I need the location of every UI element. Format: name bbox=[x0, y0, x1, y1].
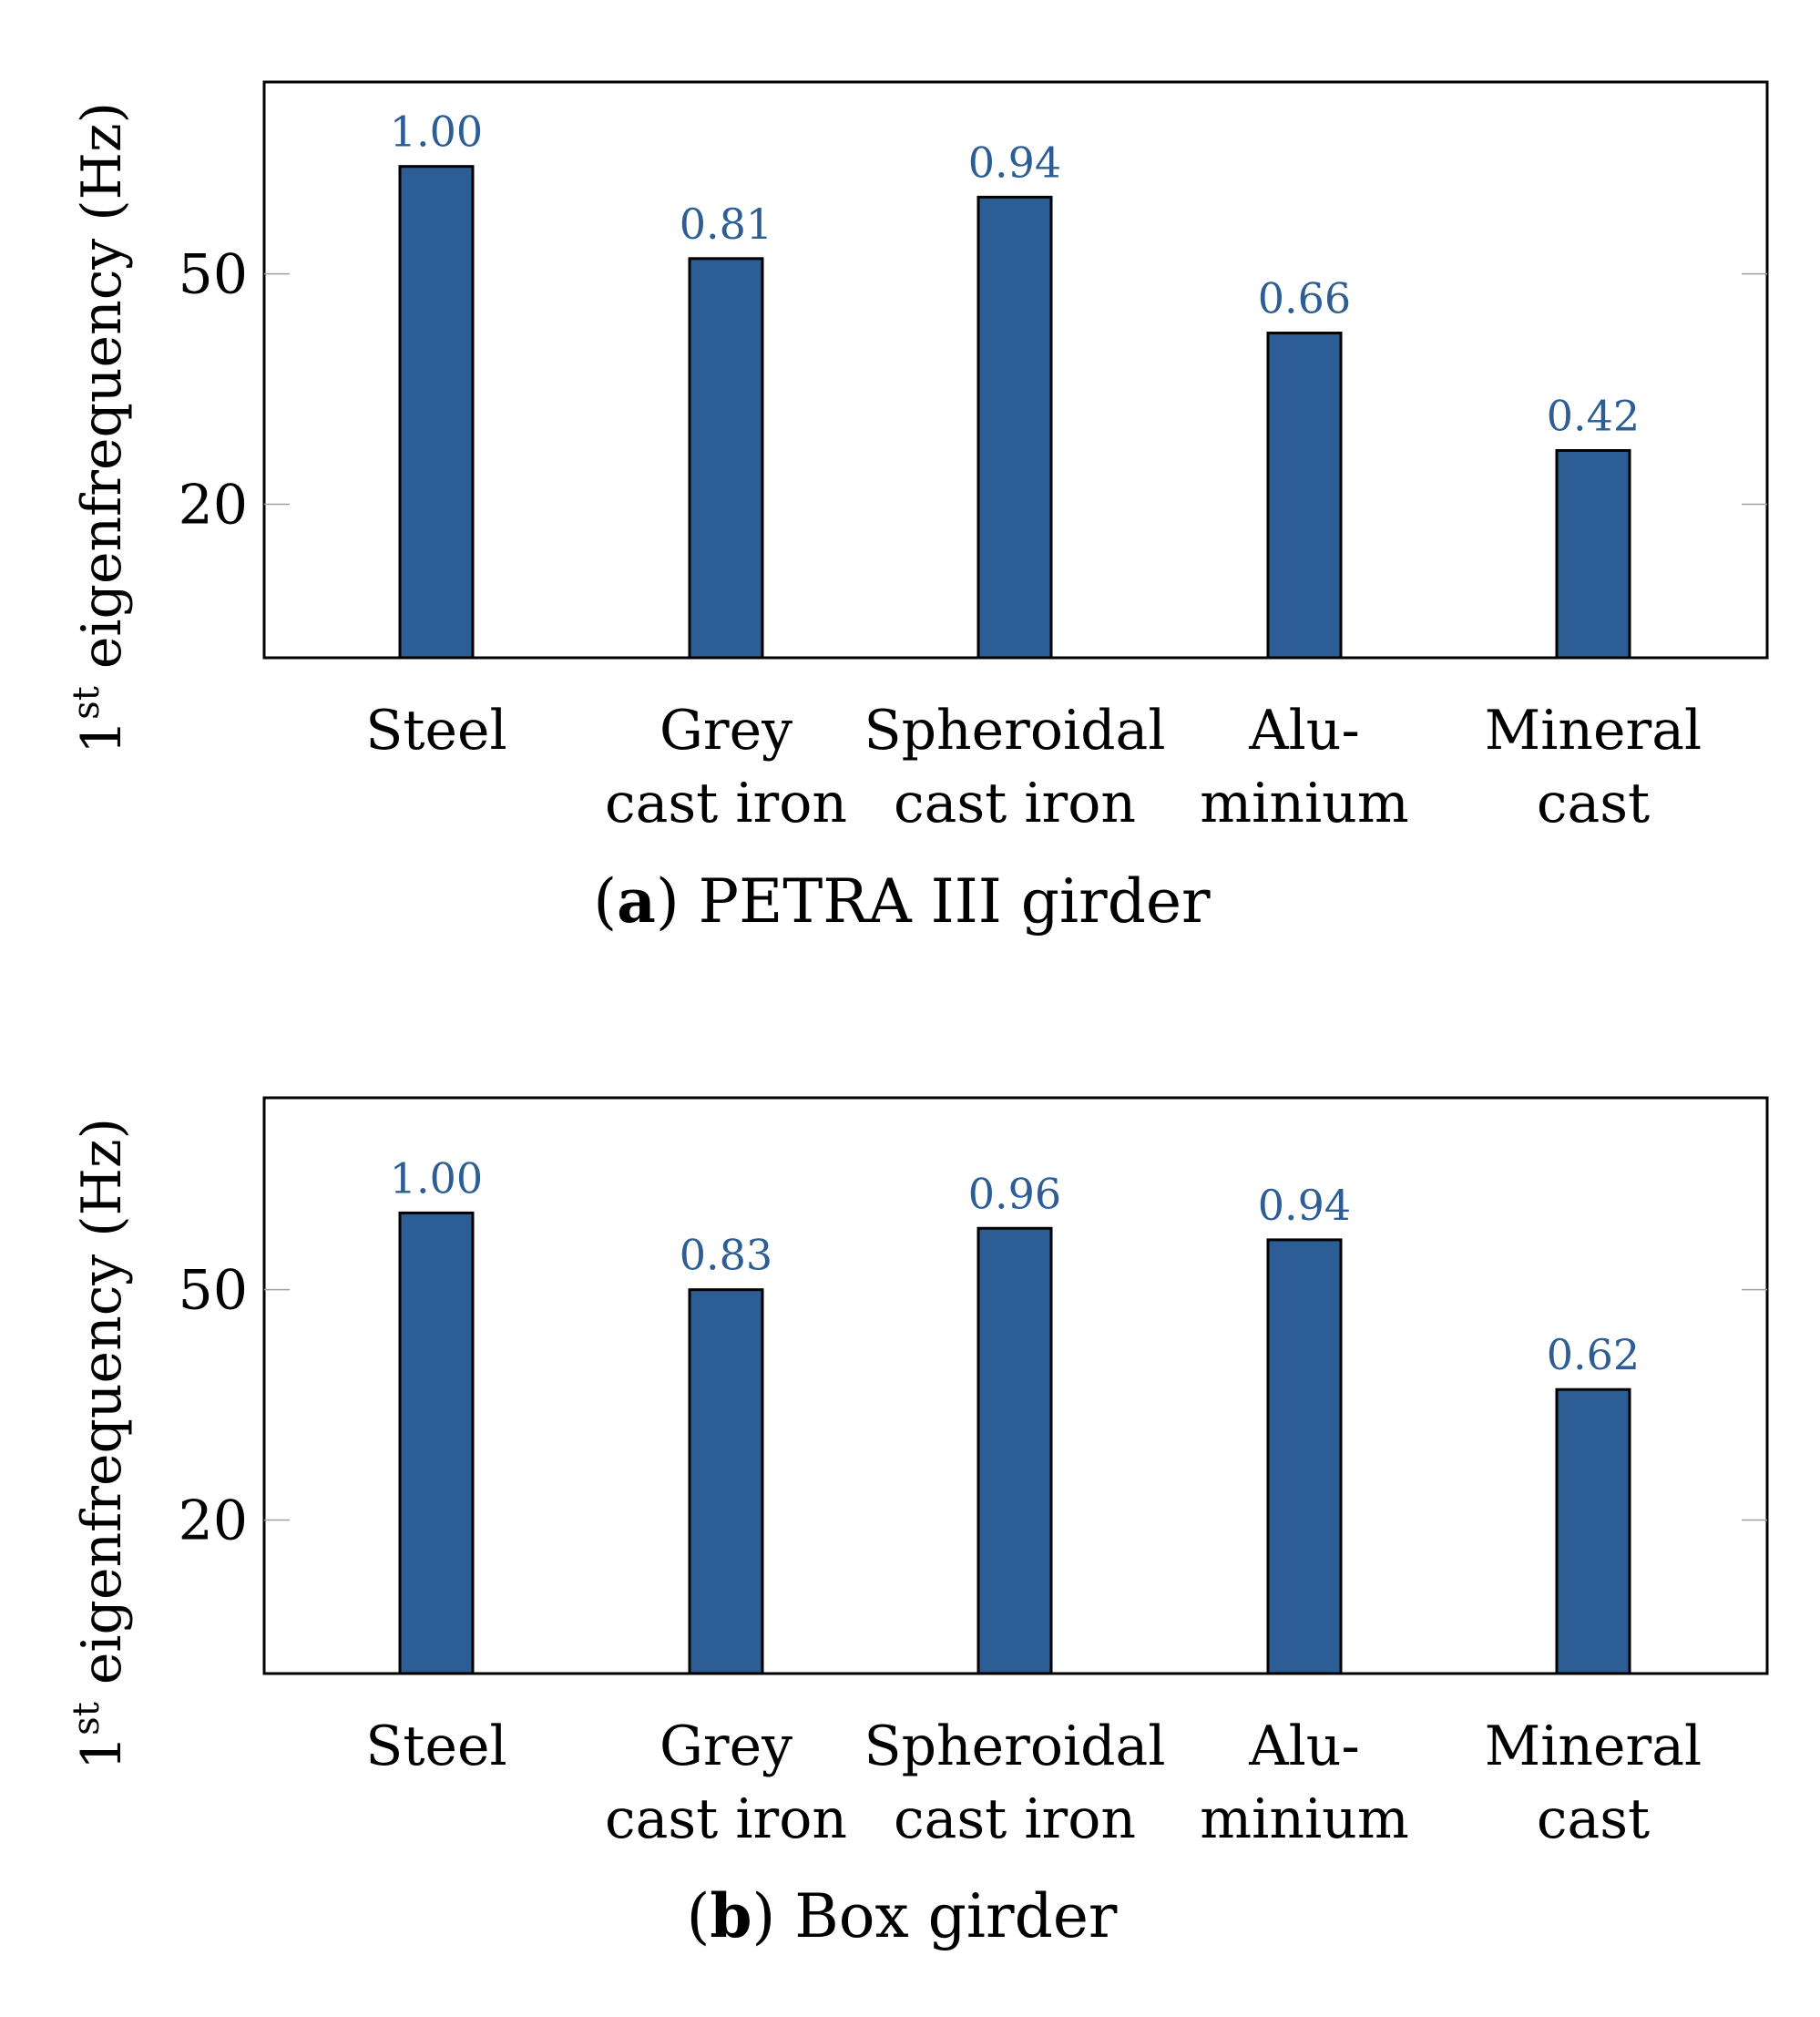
y-axis-label: 1st eigenfrequency (Hz) bbox=[66, 1118, 134, 1770]
x-tick-label-line2: minium bbox=[1200, 772, 1408, 835]
y-tick-label: 50 bbox=[179, 243, 248, 307]
caption-letter: b bbox=[710, 1880, 752, 1951]
y-tick-label: 20 bbox=[179, 1489, 248, 1552]
value-label: 0.62 bbox=[1547, 1330, 1640, 1379]
bar-spheroidal bbox=[976, 1226, 1053, 1675]
bar-alu bbox=[1266, 1238, 1343, 1675]
chart-panel-petra-iii-girder: 20 50 1.00 Steel 0.81 Grey cast iron 0.94 Sphero… bbox=[66, 80, 1769, 937]
caption-letter: a bbox=[617, 865, 656, 937]
chart-caption: (b) Box girder bbox=[687, 1880, 1118, 1951]
x-tick-label: Alu- bbox=[1248, 699, 1359, 763]
chart-caption: (a) PETRA III girder bbox=[593, 865, 1211, 937]
bar-steel bbox=[398, 165, 475, 660]
y-axis-label: 1st eigenfrequency (Hz) bbox=[66, 102, 134, 754]
bar-spheroidal bbox=[976, 195, 1053, 660]
value-label: 1.00 bbox=[390, 1153, 483, 1203]
y-axis-label-superscript: st bbox=[66, 1702, 107, 1735]
x-tick-label: Mineral bbox=[1485, 699, 1702, 763]
value-label: 0.96 bbox=[968, 1169, 1061, 1218]
x-tick-label: Spheroidal bbox=[864, 1715, 1165, 1778]
x-tick-label: Steel bbox=[365, 1715, 506, 1778]
x-tick-label: Grey bbox=[659, 699, 792, 763]
chart-panel-box-girder: 20 50 1.00 Steel 0.83 Grey cast iron 0.96 Sphero… bbox=[66, 1096, 1769, 1951]
bar-grey bbox=[688, 1288, 764, 1675]
caption-text: Box girder bbox=[794, 1881, 1118, 1951]
x-tick-label-line2: cast iron bbox=[605, 1787, 847, 1851]
bar-grey bbox=[688, 257, 764, 660]
y-tick-label: 20 bbox=[179, 473, 248, 537]
value-label: 0.94 bbox=[968, 138, 1061, 187]
y-axis-label-prefix: 1 bbox=[70, 720, 134, 754]
x-tick-label-line2: cast bbox=[1537, 772, 1650, 835]
x-tick-label-line2: cast iron bbox=[605, 772, 847, 835]
value-label: 0.81 bbox=[680, 200, 772, 249]
y-axis-label-text: eigenfrequency (Hz) bbox=[70, 1118, 134, 1702]
y-axis-label-text: eigenfrequency (Hz) bbox=[70, 102, 134, 686]
x-tick-label: Steel bbox=[365, 699, 506, 763]
bar-steel bbox=[398, 1211, 475, 1675]
x-tick-label-line2: minium bbox=[1200, 1787, 1408, 1851]
caption-text: PETRA III girder bbox=[699, 866, 1211, 937]
bar-alu bbox=[1266, 332, 1343, 660]
x-tick-label-line2: cast iron bbox=[894, 1787, 1136, 1851]
x-tick-label: Alu- bbox=[1248, 1715, 1359, 1778]
y-axis-label-prefix: 1 bbox=[70, 1735, 134, 1770]
x-tick-label: Spheroidal bbox=[864, 699, 1165, 763]
bar-mineral bbox=[1555, 448, 1631, 660]
value-label: 1.00 bbox=[390, 108, 483, 157]
x-tick-label: Grey bbox=[659, 1715, 792, 1778]
bar-mineral bbox=[1555, 1387, 1631, 1675]
y-axis-label-superscript: st bbox=[66, 686, 107, 720]
value-label: 0.42 bbox=[1547, 391, 1640, 440]
x-tick-label: Mineral bbox=[1485, 1715, 1702, 1778]
x-tick-label-line2: cast iron bbox=[894, 772, 1136, 835]
x-tick-label-line2: cast bbox=[1537, 1787, 1650, 1851]
y-tick-label: 50 bbox=[179, 1259, 248, 1323]
value-label: 0.83 bbox=[680, 1231, 772, 1280]
value-label: 0.94 bbox=[1258, 1181, 1351, 1230]
value-label: 0.66 bbox=[1258, 274, 1351, 323]
